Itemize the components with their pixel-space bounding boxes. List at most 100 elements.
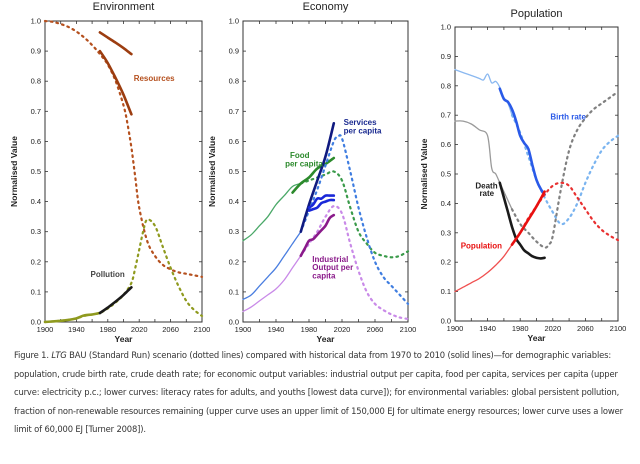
series-label: Services <box>344 118 377 127</box>
environment-panel: Environment 0.0 0.1 0.2 0.3 0.4 0.5 0.6 0.7 0.8 0.… <box>9 1 210 344</box>
series-line-death-rate-data <box>498 181 546 260</box>
y-axis-label: Normalised Value <box>207 136 217 207</box>
y-tick-label: 0.3 <box>31 227 41 236</box>
y-tick-label: 0.1 <box>441 287 451 296</box>
x-tick-label: 2020 <box>334 325 351 334</box>
x-tick-label: 1980 <box>301 325 318 334</box>
x-tick-label: 2100 <box>194 325 211 334</box>
series-line-electricity-p-c-data <box>299 122 336 233</box>
panel-title: Economy <box>303 1 349 13</box>
series-line-services-per-capita-model-1900-1970 <box>242 231 302 301</box>
y-tick-label: 0.9 <box>31 47 41 56</box>
y-tick-label: 0.6 <box>31 137 41 146</box>
series-line-population-model <box>510 181 620 246</box>
y-tick-label: 0.3 <box>441 228 451 237</box>
y-tick-label: 0.7 <box>31 107 41 116</box>
series-label: rate <box>479 189 494 198</box>
y-tick-label: 0.4 <box>229 197 239 206</box>
y-tick-label: 0.2 <box>229 257 239 266</box>
series-line-literacy-youths-data <box>307 198 336 212</box>
y-tick-label: 1.0 <box>441 23 451 32</box>
y-tick-label: 0.7 <box>441 111 451 120</box>
y-tick-label: 0.8 <box>31 77 41 86</box>
y-tick-label: 0.7 <box>229 107 239 116</box>
y-tick-label: 0.6 <box>229 137 239 146</box>
series-line-food-per-capita-data <box>291 156 336 194</box>
x-tick-label: 1900 <box>447 324 464 333</box>
series-label: per capita <box>285 159 323 168</box>
economy-panel: Economy 0.0 0.1 0.2 0.3 0.4 0.5 0.6 0.7 0.8 0.9 1.0… <box>207 1 416 344</box>
series-line-pollution-data-1970-2010 <box>98 286 133 315</box>
x-tick-label: 2060 <box>162 325 179 334</box>
series-line-resources-data-upper <box>98 31 133 56</box>
caption-prefix: Figure 1. <box>14 350 52 360</box>
figure-panels: Environment 0.0 0.1 0.2 0.3 0.4 0.5 0.6 0.7 0.8 0.… <box>9 1 626 344</box>
y-tick-label: 0.4 <box>31 197 41 206</box>
y-tick-label: 0.1 <box>229 287 239 296</box>
x-tick-label: 1980 <box>512 324 529 333</box>
caption-italic: LTG <box>51 350 67 360</box>
series-line-death-rate-model <box>510 90 620 249</box>
y-tick-label: 0.8 <box>441 81 451 90</box>
panel-title: Environment <box>93 1 155 13</box>
y-tick-label: 0.3 <box>229 227 239 236</box>
series-line-industrial-output-per-capita-model-1900-1970 <box>242 255 302 313</box>
caption-text: BAU (Standard Run) scenario (dotted line… <box>14 350 623 435</box>
series-label: Pollution <box>91 270 125 279</box>
panel-title: Population <box>511 8 563 20</box>
series-line-services-per-capita-model <box>299 134 410 305</box>
x-axis-label: Year <box>317 334 336 344</box>
series-label: Food <box>290 151 310 160</box>
y-tick-label: 0.5 <box>31 167 41 176</box>
y-axis-label: Normalised Value <box>9 136 19 207</box>
series-line-population-model-1900-1970 <box>454 243 513 293</box>
x-tick-label: 1980 <box>99 325 116 334</box>
y-tick-label: 0.0 <box>441 317 451 326</box>
x-tick-label: 1900 <box>37 325 54 334</box>
y-tick-label: 0.9 <box>441 52 451 61</box>
series-label: Industrial <box>312 255 348 264</box>
y-tick-label: 1.0 <box>31 17 41 26</box>
series-line-resources-model <box>43 19 204 278</box>
series-label: Death <box>475 182 497 191</box>
series-label: capita <box>312 272 336 281</box>
x-axis-label: Year <box>528 333 547 343</box>
x-tick-label: 1900 <box>235 325 252 334</box>
series-line-pollution-data <box>43 311 102 324</box>
series-label: Resources <box>134 74 175 83</box>
series-label: Output per <box>312 263 353 272</box>
x-tick-label: 2060 <box>577 324 594 333</box>
series-line-food-per-capita-model-1900-1970 <box>242 182 302 242</box>
y-tick-label: 0.1 <box>31 287 41 296</box>
y-tick-label: 0.4 <box>441 199 451 208</box>
x-tick-label: 2100 <box>400 325 417 334</box>
x-tick-label: 1940 <box>68 325 85 334</box>
y-tick-label: 0.9 <box>229 47 239 56</box>
y-tick-label: 0.5 <box>229 167 239 176</box>
series-line-birth-rate-data <box>498 87 546 196</box>
figure-caption: Figure 1. LTG BAU (Standard Run) scenari… <box>14 346 634 439</box>
x-tick-label: 2020 <box>544 324 561 333</box>
x-axis-label: Year <box>115 334 134 344</box>
population-panel: Population 0.0 0.1 0.2 0.3 0.4 0.5 0.6 0.7 0.8 0.9… <box>419 8 626 343</box>
y-tick-label: 0.0 <box>229 318 239 327</box>
y-tick-label: 1.0 <box>229 17 239 26</box>
series-label: Birth rate <box>550 113 586 122</box>
x-tick-label: 2100 <box>610 324 627 333</box>
series-line-population-data <box>510 190 546 246</box>
series-label: per capita <box>344 126 382 135</box>
series-line-literacy-adults-data <box>307 194 336 209</box>
series-line-industrial-output-per-capita-model <box>299 204 410 321</box>
x-tick-label: 2060 <box>367 325 384 334</box>
series-line-birth-rate-model-1900-1970 <box>454 68 513 116</box>
y-tick-label: 0.6 <box>441 140 451 149</box>
series-label: Population <box>461 241 502 250</box>
series-line-resources-data-lower <box>98 49 133 116</box>
series-line-birth-rate-model <box>510 114 620 226</box>
plot-frame <box>454 26 619 322</box>
y-tick-label: 0.8 <box>229 77 239 86</box>
y-tick-label: 0.2 <box>441 258 451 267</box>
y-axis-label: Normalised Value <box>419 138 429 209</box>
x-tick-label: 2020 <box>131 325 148 334</box>
series-line-industrial-output-per-capita-data <box>299 213 336 258</box>
